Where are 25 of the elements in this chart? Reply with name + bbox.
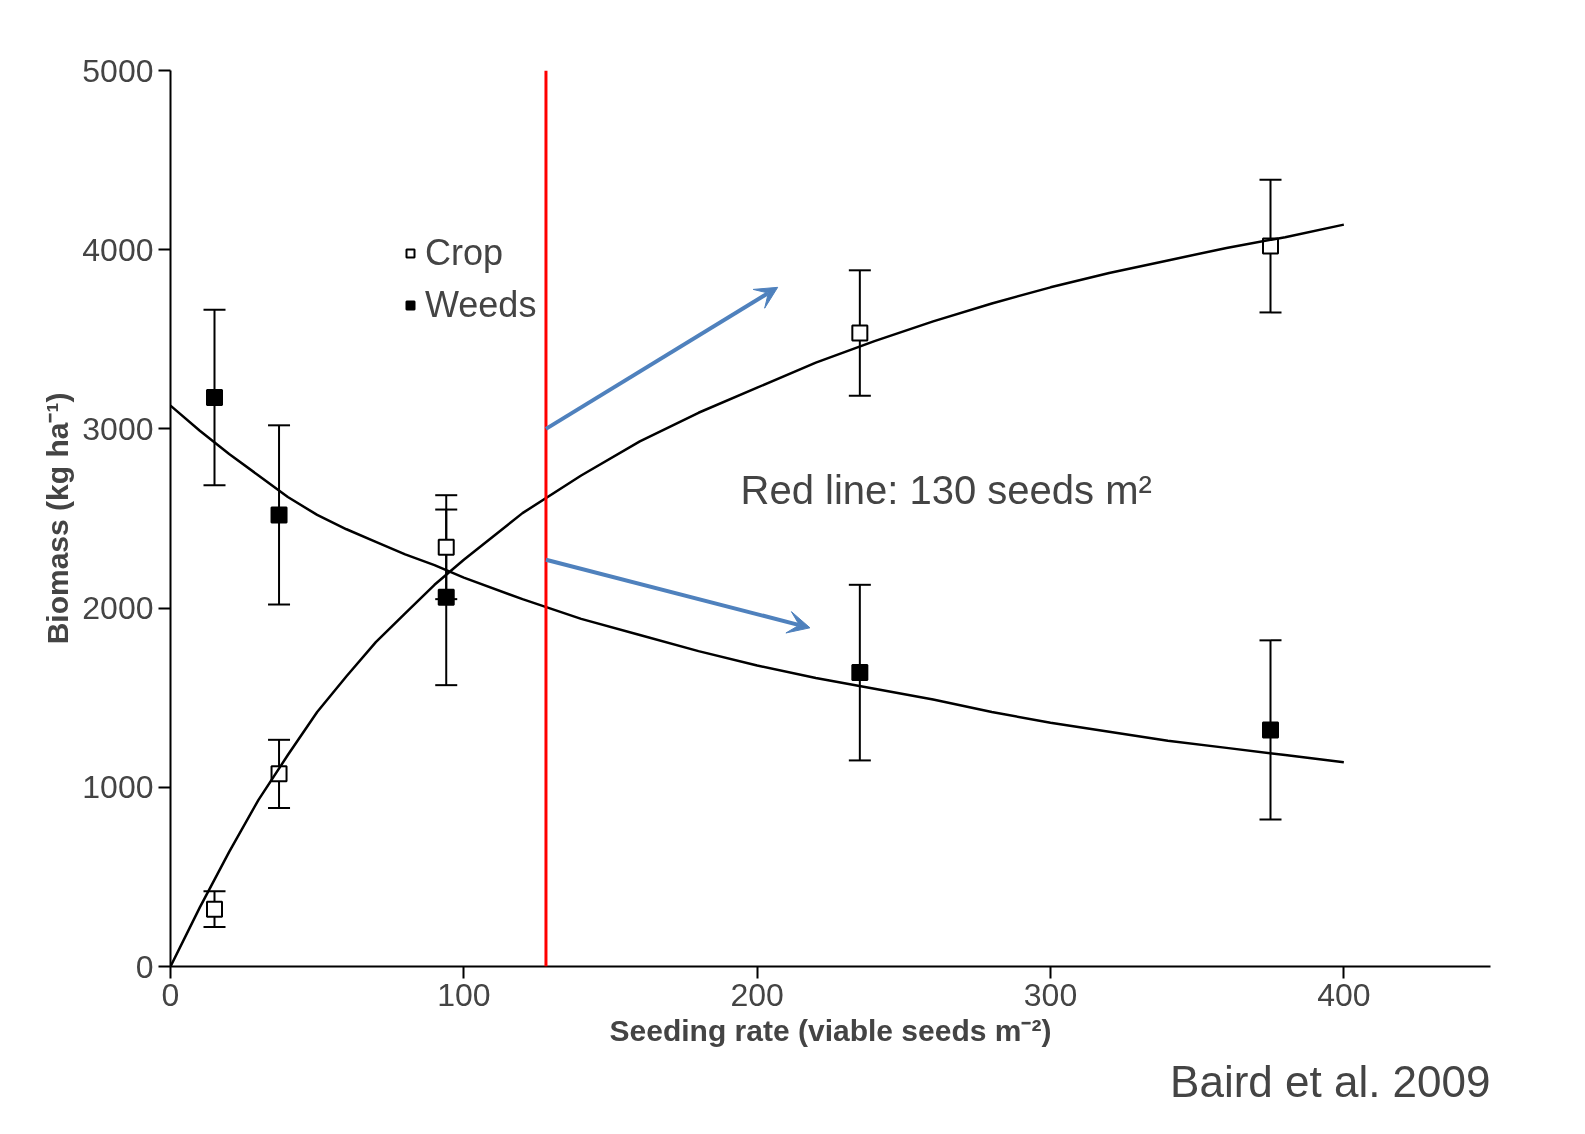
point: [437, 538, 455, 556]
point: [206, 389, 223, 407]
x-tick-label: 100: [437, 976, 491, 1013]
y-tick-label: 4000: [82, 231, 154, 268]
point: [206, 900, 223, 918]
y-tick-label: 1000: [82, 769, 154, 806]
point: [437, 588, 455, 606]
y-tick-label: 5000: [82, 52, 154, 89]
point: [851, 664, 869, 682]
point: [1262, 721, 1279, 739]
legend-label: Crop: [425, 232, 504, 274]
legend-label: Weeds: [425, 284, 537, 326]
x-tick-label: 0: [161, 976, 180, 1013]
y-tick-label: 3000: [82, 410, 154, 447]
y-tick-label: 0: [135, 948, 154, 985]
y-tick-label: 2000: [82, 590, 154, 627]
x-tick-label: 400: [1317, 976, 1371, 1013]
x-axis-title: Seeding rate (viable seeds m⁻²): [609, 1013, 1052, 1047]
annotation: Red line: 130 seeds m²: [740, 467, 1152, 512]
text: Baird et al. 2009: [1170, 1056, 1491, 1106]
x-tick-label: 300: [1023, 976, 1078, 1013]
point: [851, 324, 869, 342]
x-tick-label: 200: [730, 976, 784, 1013]
y-axis-title: Biomass (kg ha⁻¹): [41, 392, 75, 645]
point: [270, 506, 288, 524]
